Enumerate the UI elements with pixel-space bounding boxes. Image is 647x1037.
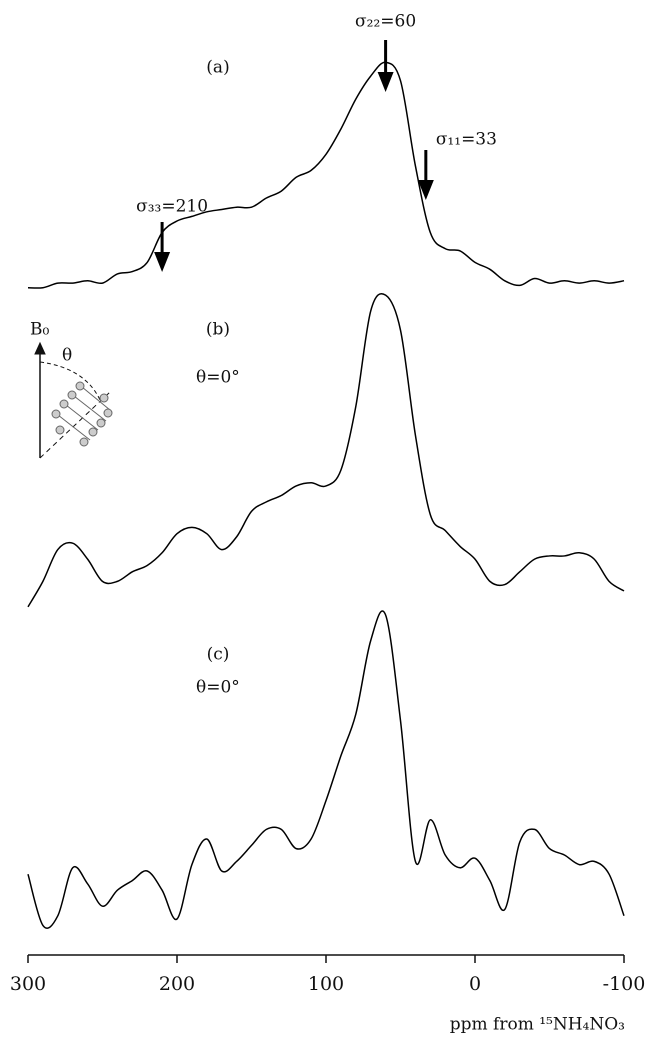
inset-label: θ [62, 346, 72, 366]
x-tick-label: 0 [469, 973, 481, 995]
spectrum-line [28, 294, 624, 607]
annotation: σ₃₃=210 [136, 197, 208, 217]
panel-label: (b) [206, 320, 230, 340]
inset-label: B₀ [30, 320, 49, 340]
x-tick-label: -100 [603, 973, 646, 995]
x-tick-label: 200 [159, 973, 195, 995]
annotation-arrowhead [378, 72, 394, 92]
inset [35, 343, 112, 458]
spectrum-line [28, 611, 624, 928]
x-axis-label: ppm from ¹⁵NH₄NO₃ [450, 1015, 625, 1035]
annotation-arrowhead [154, 252, 170, 272]
panel-label: (a) [206, 58, 229, 78]
annotation: σ₁₁=33 [436, 130, 497, 150]
condition-label: θ=0° [196, 368, 240, 388]
panel-label: (c) [207, 645, 230, 665]
x-tick-label: 100 [308, 973, 344, 995]
x-tick-label: 300 [10, 973, 46, 995]
condition-label: θ=0° [196, 678, 240, 698]
spectrum-line [28, 62, 624, 288]
annotation: σ₂₂=60 [355, 12, 416, 32]
chart: B₀ θ θ=0° θ=0° ppm from ¹⁵NH₄NO₃ 300 200 1… [0, 0, 647, 1037]
